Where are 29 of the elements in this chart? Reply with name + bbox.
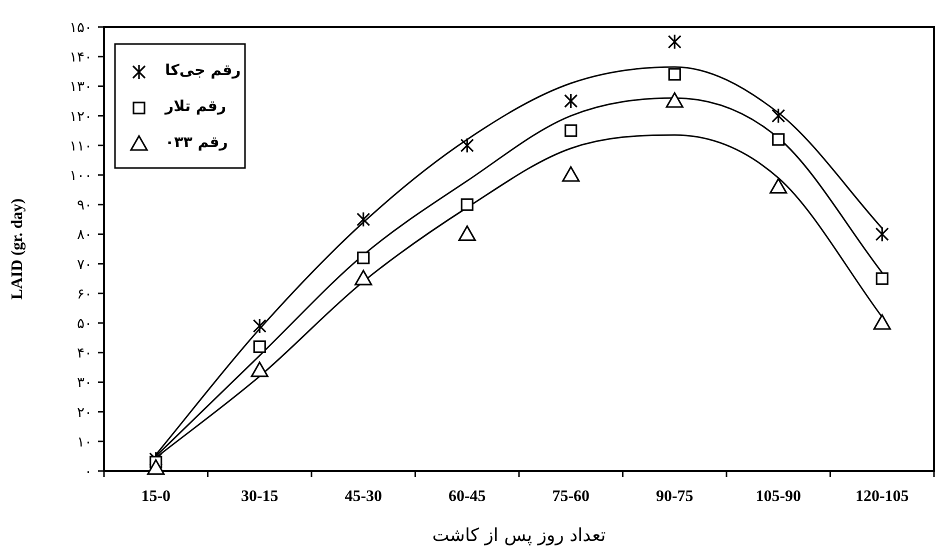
x-tick-label: 105-90 bbox=[756, 488, 802, 505]
y-tick-label: ۲۰ bbox=[76, 404, 92, 421]
legend-label: رقم ۰۳۳ bbox=[165, 133, 228, 151]
y-tick-label: ۳۰ bbox=[76, 375, 92, 392]
y-tick-label: ۱۵۰ bbox=[69, 20, 92, 36]
x-tick-label: 15-0 bbox=[141, 488, 171, 505]
y-tick-label: ۰ bbox=[84, 464, 92, 480]
x-tick-label: 30-15 bbox=[240, 488, 278, 505]
x-tick-label: 60-45 bbox=[448, 488, 486, 505]
x-tick-label: 45-30 bbox=[344, 488, 382, 505]
x-tick-label: 75-60 bbox=[552, 488, 590, 505]
y-tick-label: ۶۰ bbox=[76, 286, 92, 302]
x-axis-title: تعداد روز پس از کاشت bbox=[432, 525, 606, 546]
y-tick-label: ۷۰ bbox=[76, 256, 92, 273]
y-tick-label: ۴۰ bbox=[76, 346, 92, 362]
y-tick-label: ۵۰ bbox=[76, 316, 92, 332]
legend-label: رقم جی‌کا bbox=[165, 61, 241, 79]
y-tick-label: ۱۰ bbox=[76, 434, 92, 450]
x-tick-label: 120-105 bbox=[855, 488, 909, 505]
y-tick-label: ۹۰ bbox=[76, 198, 92, 214]
legend-label: رقم تلار bbox=[164, 97, 226, 115]
y-tick-label: ۱۰۰ bbox=[69, 168, 92, 184]
y-axis-title: LAID (gr. day) bbox=[9, 198, 26, 300]
y-tick-label: ۱۱۰ bbox=[69, 138, 92, 154]
y-tick-label: ۱۳۰ bbox=[69, 79, 92, 96]
y-tick-label: ۱۴۰ bbox=[69, 50, 92, 66]
y-tick-label: ۸۰ bbox=[76, 227, 92, 244]
y-tick-label: ۱۲۰ bbox=[69, 108, 92, 125]
x-tick-label: 90-75 bbox=[656, 488, 694, 505]
